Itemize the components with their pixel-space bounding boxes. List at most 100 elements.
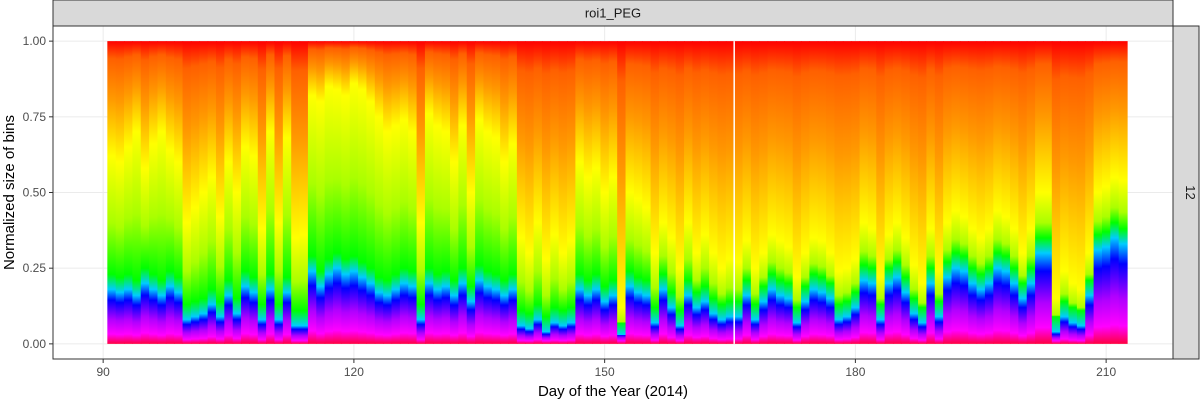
heatmap-column [1068,41,1078,344]
heatmap-column [1118,41,1128,344]
heatmap-column [767,41,777,344]
heatmap-column [943,41,953,344]
heatmap-column [115,41,125,344]
x-tick-label: 210 [1096,365,1116,379]
heatmap-column [759,41,769,344]
heatmap-column [165,41,175,344]
heatmap-column [358,41,368,344]
heatmap-column [675,41,685,344]
heatmap-column [366,41,376,344]
heatmap-column [458,41,468,344]
heatmap-column [525,41,535,344]
heatmap-column [424,41,434,344]
heatmap-column [1110,41,1120,344]
heatmap-column [918,41,928,344]
x-axis-title: Day of the Year (2014) [538,383,688,400]
heatmap-column [450,41,459,344]
heatmap-column [993,41,1003,344]
heatmap-column [1018,41,1028,344]
heatmap-column [466,41,476,344]
heatmap-column [926,41,936,344]
heatmap-column [901,41,911,344]
heatmap-column [558,41,568,344]
heatmap-column [500,41,510,344]
heatmap-column [207,41,217,344]
heatmap-column [508,41,518,344]
heatmap-column [324,41,334,344]
heatmap-column [592,41,602,344]
heatmap-column [658,41,668,344]
heatmap-column [274,41,284,344]
heatmap-column [1101,41,1111,344]
heatmap-column [241,41,251,344]
right-facet-label: 12 [1183,185,1198,199]
heatmap-column [249,41,259,344]
heatmap-column [475,41,485,344]
heatmap-column [801,41,811,344]
x-axis: 90 120 150 180 210 [96,359,1116,379]
top-facet-strip [52,0,1174,27]
heatmap-column [625,41,635,344]
heatmap-column [1051,41,1061,344]
heatmap-column [692,41,702,344]
heatmap-column [784,41,794,344]
heatmap-column [876,41,886,344]
heatmap-column [909,41,919,344]
heatmap-column [867,41,877,344]
heatmap-column [124,41,133,344]
heatmap-column [642,41,652,344]
heatmap-column [1093,41,1103,344]
heatmap-column [792,41,802,344]
heatmap-column [541,41,551,344]
heatmap-column [1060,41,1070,344]
heatmap-column [775,41,785,344]
heatmap-column [842,41,852,344]
heatmap-column [859,41,869,344]
heatmap-column [617,41,627,344]
heatmap-column [1076,41,1086,344]
heatmap-column [199,41,209,344]
y-tick-label: 0.50 [23,186,47,200]
x-tick-label: 180 [845,365,865,379]
heatmap-column [232,41,242,344]
y-tick-label: 0.25 [23,261,47,275]
heatmap-column [550,41,560,344]
heatmap-column [709,41,719,344]
heatmap-column [182,41,192,344]
heatmap-column [1026,41,1036,344]
y-tick-label: 1.00 [23,34,47,48]
y-tick-label: 0.75 [23,110,47,124]
right-facet-strip [1172,25,1200,360]
heatmap-column [1085,41,1095,344]
heatmap-column [299,41,309,344]
heatmap-column [583,41,593,344]
heatmap-column [383,41,393,344]
heatmap-column [968,41,978,344]
heatmap-column [934,41,944,344]
x-tick-label: 150 [595,365,615,379]
heatmap-column [575,41,585,344]
heatmap-column [742,41,752,344]
heatmap-column [851,41,861,344]
heatmap-column [416,41,426,344]
heatmap-column [893,41,902,344]
heatmap-column [725,41,735,344]
heatmap-column [684,41,693,344]
heatmap-column [441,41,451,344]
heatmap-column [1010,41,1019,344]
heatmap-column [567,41,576,344]
heatmap-column [140,41,150,344]
heatmap-column [516,41,526,344]
heatmap-column [399,41,409,344]
heatmap-column [650,41,660,344]
y-tick-label: 0.00 [23,337,47,351]
heatmap-column [224,41,234,344]
heatmap-column [834,41,844,344]
heatmap-column [608,41,618,344]
heatmap-column [307,41,317,344]
heatmap-column [884,41,894,344]
x-tick-label: 120 [344,365,364,379]
heatmap-column [817,41,827,344]
heatmap-column [391,41,401,344]
